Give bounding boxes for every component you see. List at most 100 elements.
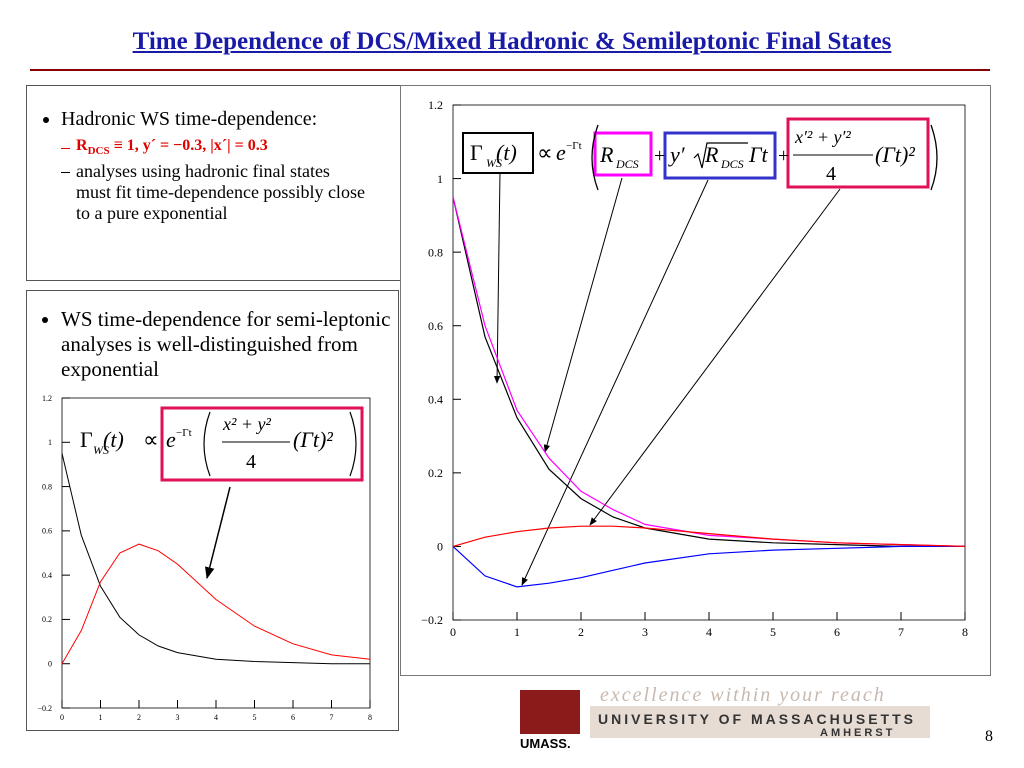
equation-term: DCS (615, 157, 639, 171)
x-tick-label: 6 (291, 713, 295, 722)
x-tick-label: 8 (962, 625, 968, 639)
equation-term: Γ (470, 140, 483, 165)
logo-mark (520, 690, 580, 734)
page-number: 8 (985, 728, 993, 745)
x-tick-label: 7 (330, 713, 334, 722)
equation-term: e (166, 427, 176, 452)
series-line (452, 545, 965, 588)
equation-term: 4 (826, 163, 836, 185)
x-tick-label: 3 (642, 625, 648, 639)
equation-term: e (556, 140, 566, 165)
paren (591, 124, 938, 191)
equation-term: (t) (496, 140, 517, 165)
x-tick-label: 5 (770, 625, 776, 639)
x-tick-label: 1 (99, 713, 103, 722)
arrow (493, 171, 501, 384)
x-tick-label: 0 (60, 713, 64, 722)
equation-term: R (599, 142, 614, 167)
arrow (521, 179, 709, 586)
equation-term: (Γt)² (875, 142, 915, 167)
equation-term: + (778, 145, 789, 167)
sub-bullet: RDCS ≡ 1, y´ = −0.3, |x´| = 0.3 (61, 137, 392, 157)
y-tick-label: 1.2 (42, 394, 52, 403)
equation-term: Γ (80, 427, 93, 452)
paren (203, 411, 357, 477)
equation-term: −Γt (176, 427, 192, 439)
term-box (593, 131, 653, 177)
series-line (452, 196, 966, 547)
x-tick-label: 0 (450, 625, 456, 639)
equation-term: ∝ (143, 427, 159, 452)
y-tick-label: 0.2 (42, 615, 52, 624)
equation-term: −Γt (566, 140, 582, 152)
equation-term: ∝ (537, 140, 553, 165)
y-tick-label: 0 (437, 540, 443, 554)
y-tick-label: 0.8 (428, 245, 443, 259)
equation-term: y′ (668, 142, 686, 167)
equation-term: WS (93, 443, 109, 457)
text-box: Hadronic WS time-dependence: RDCS ≡ 1, y… (26, 85, 401, 281)
series-line (452, 525, 966, 547)
x-tick-label: 2 (578, 625, 584, 639)
x-tick-label: 6 (834, 625, 840, 639)
x-tick-label: 2 (137, 713, 141, 722)
x-tick-label: 3 (176, 713, 180, 722)
logo-text: UMASS. (520, 736, 571, 751)
series-line (61, 543, 371, 664)
logo-campus: AMHERST (820, 727, 896, 739)
x-tick-label: 7 (898, 625, 904, 639)
y-tick-label: 1.2 (428, 98, 443, 112)
y-tick-label: 0.4 (42, 571, 52, 580)
chart-frame (400, 85, 991, 676)
text-box: WS time-dependence for semi-leptonic ana… (26, 290, 399, 731)
x-tick-label: 4 (706, 625, 712, 639)
sub-bullet-text: analyses using hadronic final states mus… (76, 161, 365, 224)
slide-title: Time Dependence of DCS/Mixed Hadronic & … (132, 28, 892, 55)
y-tick-label: −0.2 (421, 613, 443, 627)
term-box (663, 131, 777, 180)
equation-term: + (654, 145, 665, 167)
y-tick-label: 0.8 (42, 482, 52, 491)
arrow (589, 188, 841, 526)
y-tick-label: 0.4 (428, 392, 443, 406)
equation-term: 4 (246, 451, 256, 473)
term-box (462, 132, 534, 174)
equation-term: x² + y² (222, 414, 272, 434)
plot-frame (452, 104, 966, 621)
x-tick-label: 5 (253, 713, 257, 722)
y-tick-label: 1 (437, 172, 443, 186)
y-tick-label: −0.2 (37, 704, 52, 713)
subscript: DCS (87, 145, 110, 158)
x-tick-label: 8 (368, 713, 372, 722)
logo-strip (590, 706, 930, 738)
arrow (204, 486, 231, 580)
equation-term: WS (486, 156, 502, 170)
y-tick-label: 0.6 (428, 319, 443, 333)
y-tick-label: 0 (48, 660, 52, 669)
x-tick-label: 4 (214, 713, 218, 722)
logo-name: UNIVERSITY OF MASSACHUSETTS (598, 711, 916, 727)
series-line (452, 196, 965, 547)
params: ≡ 1, y´ = −0.3, |x´| = 0.3 (113, 137, 268, 154)
equation-term: (Γt)² (293, 427, 333, 452)
equation-term: DCS (720, 157, 744, 171)
y-tick-label: 0.6 (42, 527, 52, 536)
equation-term: x′² + y′² (794, 127, 851, 147)
equation-term: Γt (748, 142, 769, 167)
bullet-list: WS time-dependence for semi-leptonic ana… (33, 307, 391, 382)
series-line (61, 453, 370, 665)
bullet-list: Hadronic WS time-dependence: (33, 108, 392, 131)
symbol: R (76, 137, 88, 154)
bullet: WS time-dependence for semi-leptonic ana… (61, 307, 391, 382)
logo-tagline: excellence within your reach (600, 684, 886, 706)
equation-term: (t) (103, 427, 124, 452)
y-tick-label: 0.2 (428, 466, 443, 480)
equation-term: R (704, 142, 719, 167)
y-tick-label: 1 (48, 438, 52, 447)
term-box (160, 406, 364, 482)
sub-bullet: analyses using hadronic final states mus… (61, 161, 392, 224)
sqrt (693, 142, 748, 169)
title-rule (30, 69, 990, 71)
